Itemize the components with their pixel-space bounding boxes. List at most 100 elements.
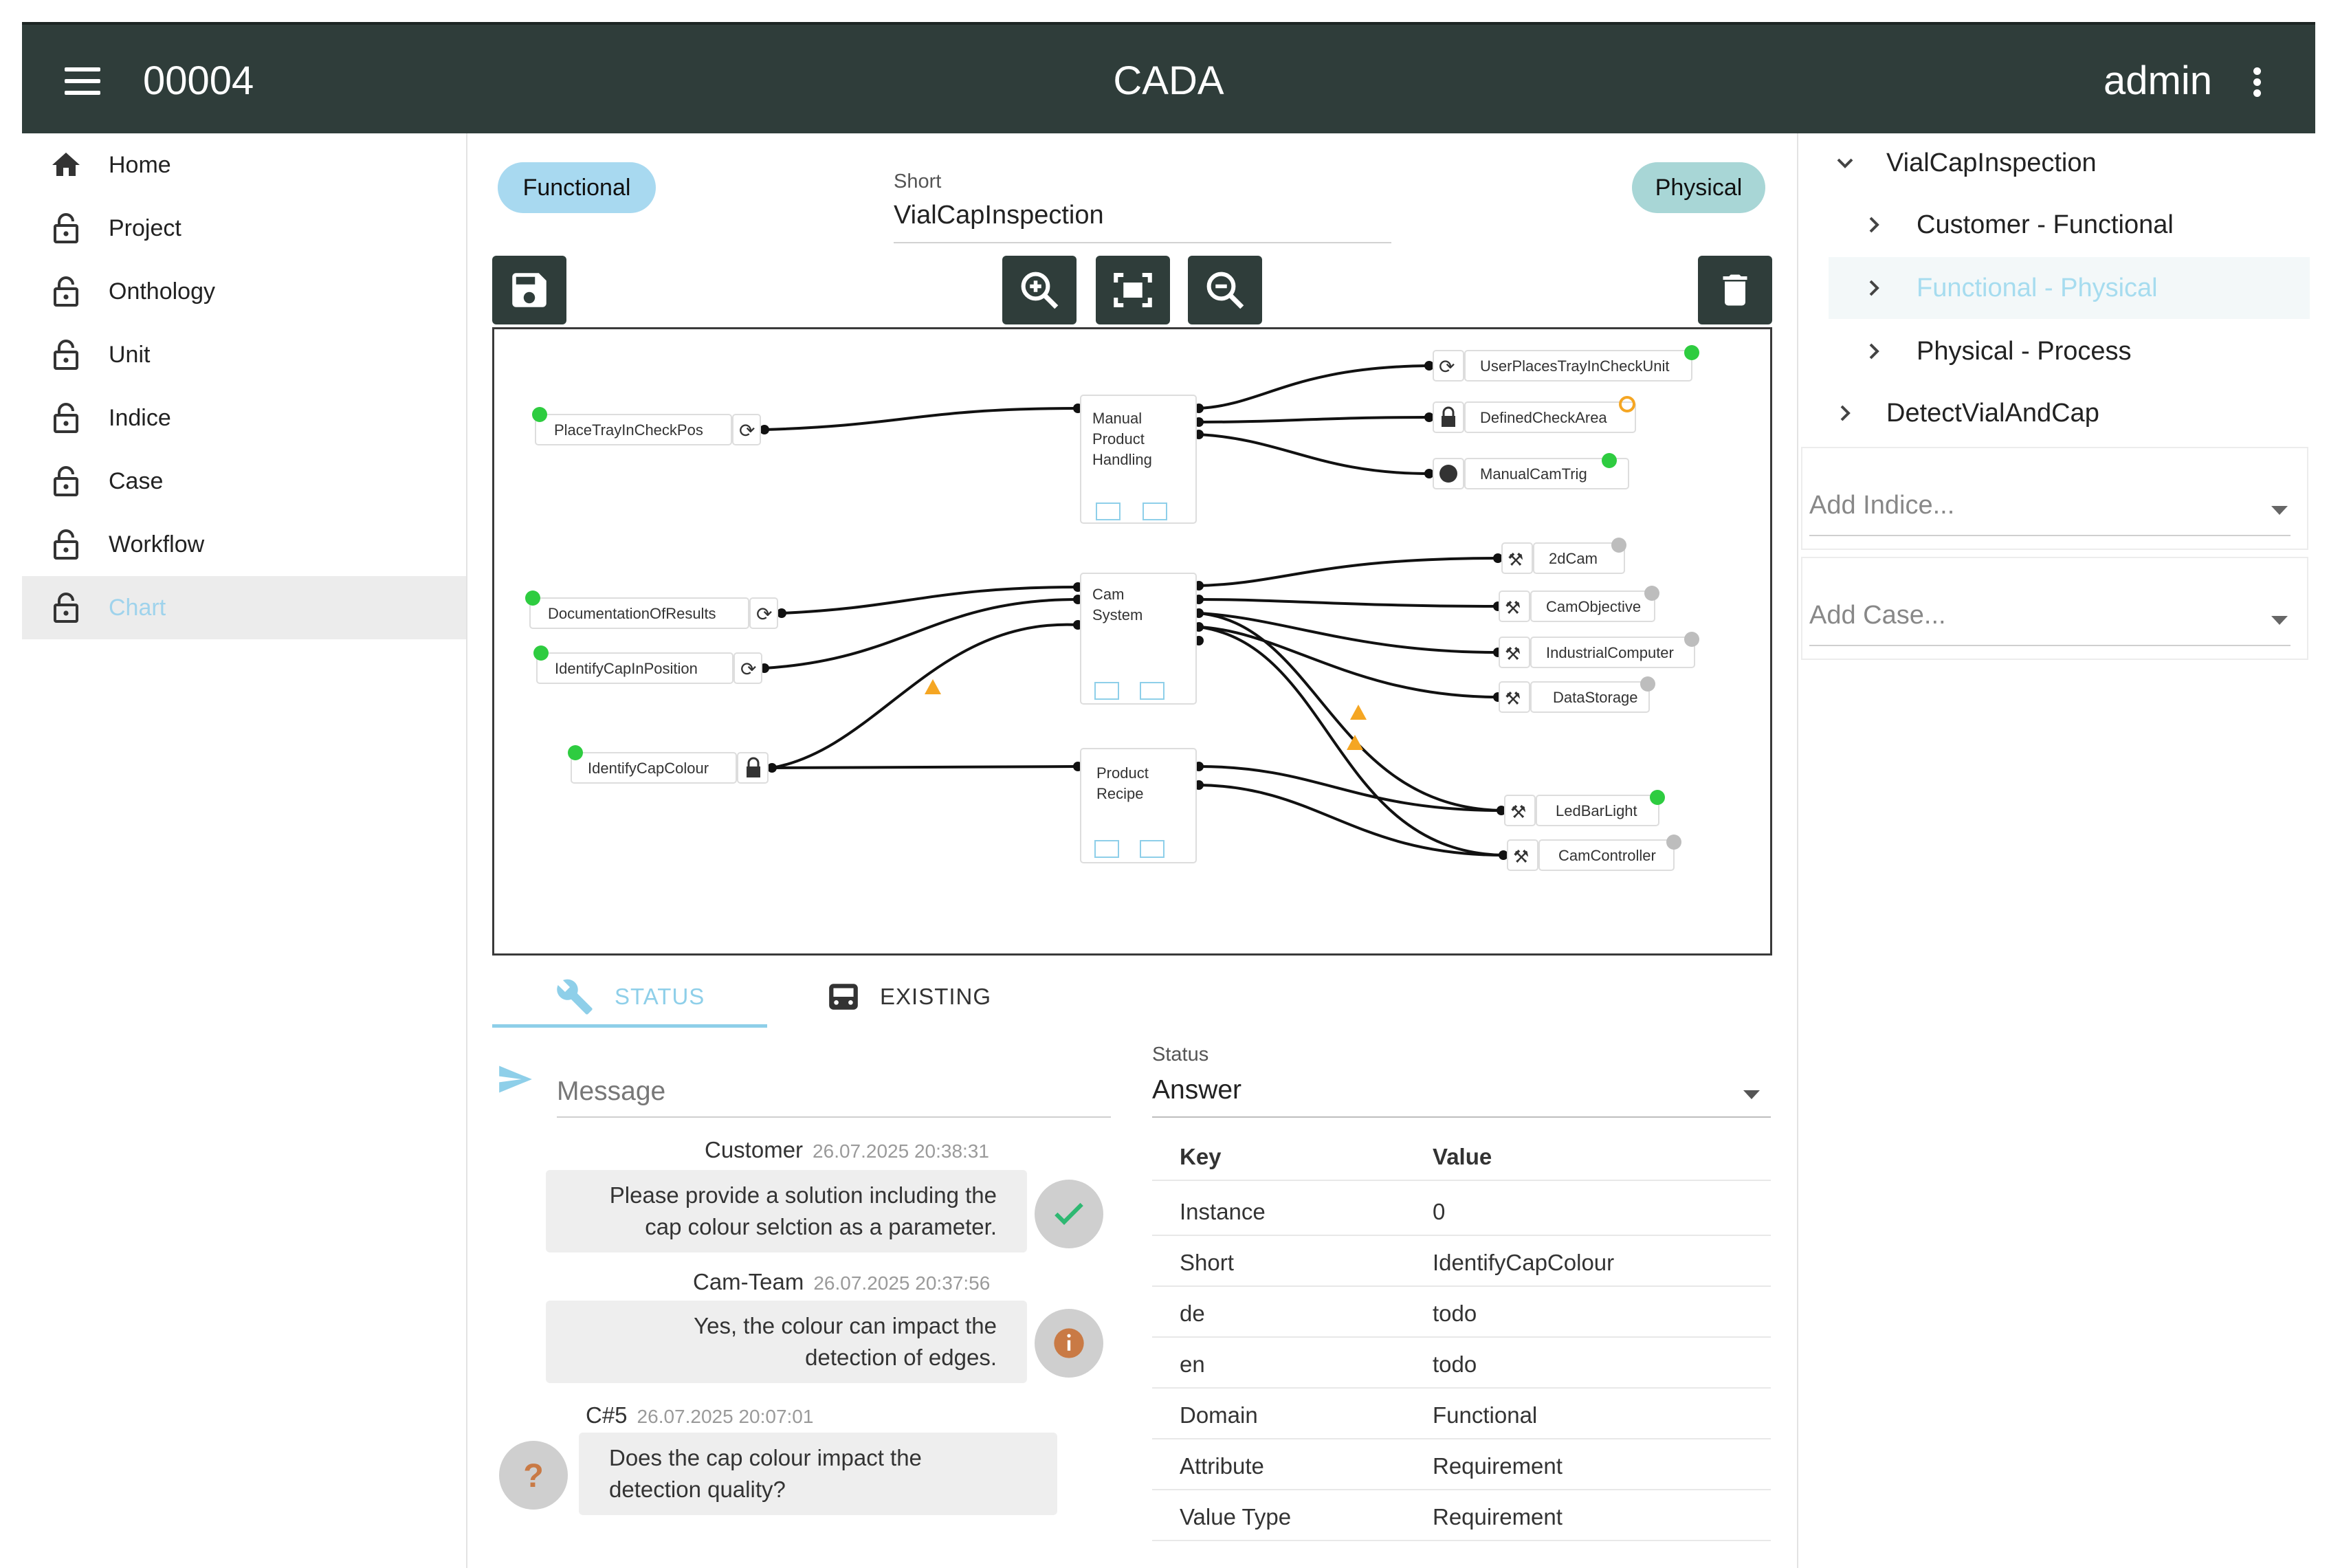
tree-item-label: VialCapInspection (1886, 148, 2097, 177)
node-defined-check-area[interactable]: DefinedCheckArea (1433, 396, 1636, 433)
sync-icon: ⟳ (739, 420, 755, 441)
delete-button[interactable] (1698, 256, 1772, 324)
node-led-bar-light[interactable]: ⚒ LedBarLight (1504, 790, 1665, 826)
diagram-canvas[interactable]: PlaceTrayInCheckPos ⟳ DocumentationOfRes… (492, 327, 1772, 956)
row-key: de (1180, 1301, 1205, 1326)
tree-item-functional-physical[interactable]: Functional - Physical (1829, 257, 2310, 319)
add-case-placeholder: Add Case... (1809, 601, 1946, 630)
fit-screen-icon (1114, 272, 1152, 308)
node-documentation[interactable]: DocumentationOfResults ⟳ (525, 590, 778, 629)
chat-author: C#5 (586, 1402, 628, 1428)
node-cam-objective[interactable]: ⚒ CamObjective (1499, 586, 1659, 622)
sidebar-item-label: Home (109, 151, 171, 178)
node-cam-controller[interactable]: ⚒ CamController (1507, 835, 1681, 871)
table-row[interactable]: Domain Functional (1152, 1389, 1771, 1439)
chevron-right-icon[interactable] (1860, 338, 1888, 365)
functional-chip[interactable]: Functional (498, 162, 656, 213)
lock-icon (54, 403, 78, 433)
status-select-underline (1152, 1116, 1771, 1118)
node-label: IdentifyCapColour (588, 760, 709, 777)
zoom-out-button[interactable] (1188, 256, 1262, 324)
tab-existing[interactable]: EXISTING (825, 969, 991, 1024)
svg-text:?: ? (523, 1457, 544, 1494)
node-user-places-tray[interactable]: ⟳ UserPlacesTrayInCheckUnit (1433, 345, 1699, 382)
chevron-right-icon[interactable] (1860, 274, 1888, 302)
table-row[interactable]: de todo (1152, 1287, 1771, 1338)
table-row[interactable]: Instance 0 (1152, 1185, 1771, 1236)
chevron-down-icon[interactable] (2271, 616, 2288, 625)
physical-chip[interactable]: Physical (1632, 162, 1765, 213)
table-row[interactable]: Attribute Requirement (1152, 1439, 1771, 1490)
row-value: Functional (1433, 1402, 1538, 1428)
add-indice-select[interactable]: Add Indice... (1801, 447, 2308, 550)
hardware-icon: ⚒ (1505, 597, 1521, 618)
chat-message-header: Cam-Team 26.07.2025 20:37:56 (693, 1269, 990, 1295)
node-product-recipe[interactable]: Product Recipe (1080, 748, 1197, 863)
node-data-storage[interactable]: ⚒ DataStorage (1499, 676, 1655, 713)
home-icon (52, 153, 80, 176)
node-identify-cap-colour[interactable]: IdentifyCapColour (568, 745, 769, 784)
tab-indicator (492, 1024, 767, 1028)
add-case-select[interactable]: Add Case... (1801, 557, 2308, 660)
node-label: 2dCam (1549, 550, 1598, 567)
node-manual-product-handling[interactable]: Manual Product Handling (1080, 395, 1197, 524)
chevron-right-icon[interactable] (1860, 211, 1888, 239)
status-select[interactable]: Answer (1152, 1075, 1242, 1105)
user-name[interactable]: admin (2104, 58, 2212, 103)
tree-item-customer-functional[interactable]: Customer - Functional (1842, 194, 2310, 256)
sidebar-item-indice[interactable]: Indice (22, 386, 466, 450)
tree-item-label: Functional - Physical (1917, 273, 2158, 302)
node-label: Product (1096, 764, 1149, 782)
sidebar-item-onthology[interactable]: Onthology (22, 260, 466, 323)
menu-icon[interactable] (65, 67, 100, 95)
chevron-right-icon[interactable] (1831, 399, 1859, 427)
row-key: en (1180, 1351, 1205, 1377)
chevron-down-icon[interactable] (2271, 506, 2288, 515)
sidebar-item-label: Onthology (109, 278, 215, 305)
sidebar-item-home[interactable]: Home (22, 133, 466, 197)
chat-timestamp: 26.07.2025 20:37:56 (813, 1272, 991, 1294)
save-button[interactable] (492, 256, 566, 324)
vehicle-icon (829, 984, 858, 1010)
sidebar-item-label: Chart (109, 594, 166, 621)
node-2dcam[interactable]: ⚒ 2dCam (1501, 538, 1626, 574)
node-label: DocumentationOfResults (548, 605, 716, 622)
sidebar-item-unit[interactable]: Unit (22, 323, 466, 386)
row-value: Requirement (1433, 1453, 1563, 1479)
table-row[interactable]: en todo (1152, 1338, 1771, 1389)
node-label: Recipe (1096, 785, 1143, 802)
sidebar-item-case[interactable]: Case (22, 450, 466, 513)
node-cam-system[interactable]: Cam System (1080, 573, 1197, 705)
fit-screen-button[interactable] (1096, 256, 1170, 324)
node-identify-cap-position[interactable]: IdentifyCapInPosition ⟳ (533, 645, 762, 684)
sidebar-item-label: Workflow (109, 531, 205, 557)
tree-item-physical-process[interactable]: Physical - Process (1842, 320, 2310, 382)
table-row[interactable]: Value Type Requirement (1152, 1490, 1771, 1541)
chevron-down-icon[interactable] (1831, 149, 1859, 177)
info-icon (1054, 1328, 1084, 1358)
tab-status[interactable]: STATUS (555, 969, 705, 1024)
diagram-svg: PlaceTrayInCheckPos ⟳ DocumentationOfRes… (525, 345, 1699, 871)
node-industrial-computer[interactable]: ⚒ IndustrialComputer (1499, 632, 1699, 668)
node-place-tray[interactable]: PlaceTrayInCheckPos ⟳ (532, 407, 761, 445)
tree-item-root[interactable]: VialCapInspection (1815, 132, 2296, 194)
sync-icon: ⟳ (1439, 356, 1455, 377)
send-icon[interactable] (498, 1064, 533, 1094)
table-row[interactable]: Short IdentifyCapColour (1152, 1236, 1771, 1287)
sidebar-item-workflow[interactable]: Workflow (22, 513, 466, 576)
avatar (1035, 1180, 1103, 1248)
table-header: Key Value (1152, 1130, 1771, 1181)
short-input[interactable]: VialCapInspection (894, 201, 1104, 230)
tree-item-detect-vial-and-cap[interactable]: DetectVialAndCap (1815, 382, 2296, 444)
zoom-out-icon (1206, 272, 1244, 309)
node-label: CamObjective (1546, 598, 1641, 615)
column-header-value: Value (1433, 1144, 1492, 1169)
zoom-in-button[interactable] (1002, 256, 1077, 324)
sidebar-item-chart[interactable]: Chart (22, 576, 466, 639)
sidebar-item-project[interactable]: Project (22, 197, 466, 260)
node-manual-cam-trig[interactable]: ManualCamTrig (1433, 453, 1629, 489)
chevron-down-icon[interactable] (1743, 1090, 1760, 1099)
node-label: Cam (1092, 586, 1124, 603)
more-vert-icon[interactable] (2253, 67, 2262, 98)
message-input[interactable]: Message (557, 1076, 666, 1106)
